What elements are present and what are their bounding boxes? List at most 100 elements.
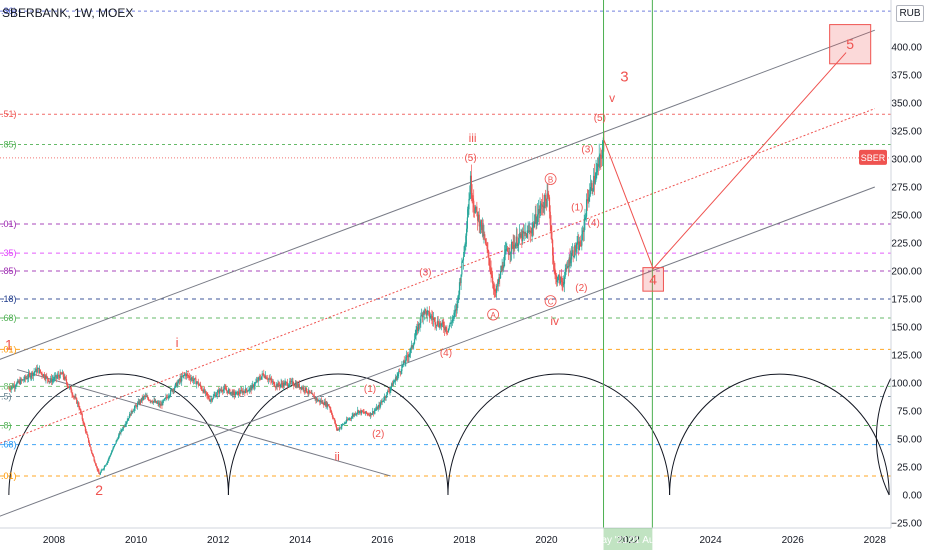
candle-body (279, 384, 281, 387)
fib-level-label: .88 (1, 381, 14, 391)
fib-labels: .86) .51) .85) .01) .35) .85) .18) .68) .01) .88.… (1, 6, 17, 481)
candle-body (173, 389, 175, 391)
candle-body (71, 392, 73, 395)
candle-body (396, 376, 398, 380)
candle-body (260, 376, 263, 380)
candle-body (458, 294, 460, 297)
candle-body (134, 405, 136, 408)
candle-body (462, 256, 465, 261)
down-trend-line (16, 369, 391, 477)
wave-label: 2 (95, 482, 103, 498)
candle-body (218, 390, 220, 394)
candle-body (383, 400, 385, 401)
candle-body (139, 400, 141, 404)
candle-body (544, 195, 546, 209)
candle-body (17, 380, 19, 383)
candle-body (291, 380, 293, 382)
candle-body (455, 309, 457, 311)
candle-body (125, 424, 127, 426)
candle-body (23, 379, 25, 381)
candle-body (557, 276, 559, 281)
candle-body (456, 300, 458, 311)
candle-body (311, 393, 313, 395)
candle-body (207, 394, 209, 396)
time-tick-label: 2016 (371, 535, 394, 546)
candle-body (231, 391, 233, 396)
candle-body (435, 324, 437, 326)
candle-body (417, 327, 419, 332)
candle-body (56, 376, 58, 378)
candle-body (76, 402, 79, 404)
candle-body (136, 405, 138, 407)
candle-body (31, 372, 34, 376)
candle-body (540, 203, 543, 205)
candle-body (358, 411, 360, 414)
candle-body (131, 410, 133, 413)
candle-body (286, 382, 289, 387)
time-axis[interactable]: 2008 2010 2012 2014 2016 2018 2020 2022 2024 2026… (0, 527, 932, 550)
candles (8, 130, 605, 476)
candle-body (363, 411, 365, 413)
candle-body (285, 382, 287, 384)
candle-body (19, 380, 21, 384)
candle-body (308, 390, 311, 393)
candle-body (103, 466, 105, 469)
price-axis[interactable]: −25.00 0.00 25.00 50.00 75.00 100.00 125.00 150… (859, 0, 932, 550)
candle-body (411, 345, 413, 348)
candle-body (230, 392, 232, 395)
candle-body (531, 227, 533, 234)
candle-body (220, 389, 222, 391)
candle-body (578, 241, 581, 250)
candle-body (412, 345, 414, 348)
candle-body (337, 428, 339, 431)
candle-body (80, 408, 82, 413)
candle-body (506, 248, 508, 250)
candle-body (392, 382, 394, 387)
candle-body (394, 380, 396, 382)
candle-body (61, 373, 63, 375)
target-box-label: 4 (649, 271, 657, 287)
candle-body (329, 406, 331, 410)
candle-body (379, 404, 381, 407)
candle-body (525, 233, 527, 235)
candle-body (87, 437, 90, 443)
candle-body (12, 385, 14, 388)
candle-body (59, 372, 61, 378)
cycle-arc (8, 373, 229, 496)
candle-body (180, 378, 182, 382)
projection: 45 (603, 24, 872, 292)
candle-body (364, 411, 367, 414)
candle-body (128, 418, 130, 419)
wave-label: 1 (5, 336, 13, 352)
candle-body (122, 426, 124, 430)
candle-body (193, 378, 195, 381)
candle-body (48, 381, 50, 382)
candle-body (276, 384, 278, 387)
candle-body (482, 225, 484, 237)
candle-body (316, 398, 319, 401)
price-tick-label: 375.00 (891, 71, 922, 82)
candle-body (252, 384, 254, 386)
candle-body (478, 214, 480, 227)
candle-body (252, 384, 255, 388)
candle-body (368, 414, 370, 416)
candle-body (207, 395, 210, 399)
candle-body (371, 413, 373, 416)
candle-body (9, 388, 11, 390)
candle-body (265, 375, 267, 379)
candle-body (369, 413, 371, 417)
candle-body (196, 381, 199, 383)
candle-body (239, 393, 241, 395)
candle-body (263, 376, 266, 378)
candle-body (106, 461, 109, 464)
time-tick-label: 2022 (617, 535, 640, 546)
candle-body (529, 230, 532, 233)
candle-body (399, 371, 401, 373)
price-tick-label: 275.00 (891, 183, 922, 194)
candle-body (395, 377, 397, 380)
candle-body (301, 387, 304, 389)
candle-body (331, 411, 333, 415)
candle-body (372, 411, 375, 414)
currency-unit-button[interactable]: RUB (896, 5, 924, 22)
